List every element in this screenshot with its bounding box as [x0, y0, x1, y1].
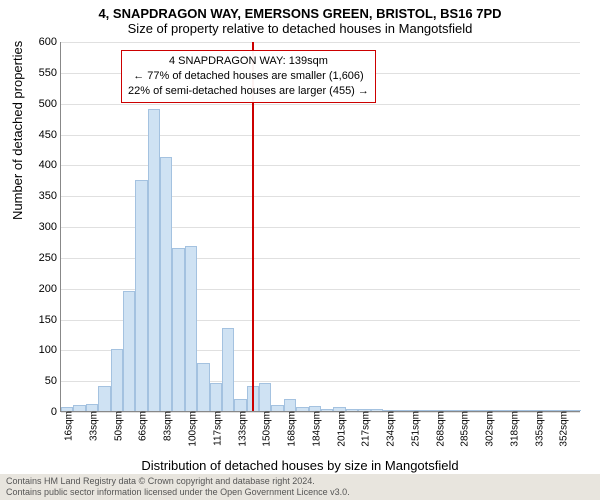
x-tick-label: 100sqm: [184, 411, 199, 447]
info-line-1: 4 SNAPDRAGON WAY: 139sqm: [128, 54, 369, 69]
histogram-bar: [86, 404, 98, 411]
x-tick-label: 83sqm: [159, 411, 174, 441]
histogram-chart: 05010015020025030035040045050055060016sq…: [60, 42, 580, 412]
histogram-bar: [185, 246, 197, 411]
info-line-3: 22% of semi-detached houses are larger (…: [128, 84, 369, 99]
histogram-bar: [284, 399, 296, 411]
x-tick-label: 66sqm: [134, 411, 149, 441]
x-tick-label: 217sqm: [357, 411, 372, 447]
histogram-bar: [210, 383, 222, 411]
chart-title-sub: Size of property relative to detached ho…: [0, 21, 600, 40]
x-tick-label: 16sqm: [60, 411, 75, 441]
y-tick-label: 400: [29, 159, 61, 171]
x-tick-label: 318sqm: [505, 411, 520, 447]
grid-line: [61, 135, 580, 136]
footer-line-2: Contains public sector information licen…: [6, 487, 594, 498]
x-tick-label: 133sqm: [233, 411, 248, 447]
x-tick-label: 168sqm: [283, 411, 298, 447]
y-axis-label: Number of detached properties: [10, 41, 25, 220]
marker-info-box: 4 SNAPDRAGON WAY: 139sqm ← 77% of detach…: [121, 50, 376, 103]
info-line-2: ← 77% of detached houses are smaller (1,…: [128, 69, 369, 84]
x-tick-label: 234sqm: [382, 411, 397, 447]
x-tick-label: 285sqm: [456, 411, 471, 447]
y-tick-label: 600: [29, 36, 61, 48]
x-tick-label: 150sqm: [258, 411, 273, 447]
histogram-bar: [197, 363, 209, 411]
x-tick-label: 50sqm: [109, 411, 124, 441]
x-tick-label: 184sqm: [307, 411, 322, 447]
grid-line: [61, 165, 580, 166]
y-tick-label: 0: [29, 406, 61, 418]
x-tick-label: 268sqm: [431, 411, 446, 447]
y-tick-label: 150: [29, 314, 61, 326]
histogram-bar: [259, 383, 271, 411]
y-tick-label: 350: [29, 190, 61, 202]
grid-line: [61, 104, 580, 105]
chart-title-main: 4, SNAPDRAGON WAY, EMERSONS GREEN, BRIST…: [0, 0, 600, 21]
x-tick-label: 33sqm: [84, 411, 99, 441]
histogram-bar: [172, 248, 184, 411]
y-tick-label: 300: [29, 221, 61, 233]
footer-attribution: Contains HM Land Registry data © Crown c…: [0, 474, 600, 500]
y-tick-label: 100: [29, 344, 61, 356]
y-tick-label: 450: [29, 129, 61, 141]
x-tick-label: 352sqm: [555, 411, 570, 447]
x-tick-label: 251sqm: [406, 411, 421, 447]
y-tick-label: 550: [29, 67, 61, 79]
histogram-bar: [222, 328, 234, 411]
histogram-bar: [135, 180, 147, 411]
x-axis-label: Distribution of detached houses by size …: [0, 458, 600, 473]
x-tick-label: 201sqm: [332, 411, 347, 447]
y-tick-label: 250: [29, 252, 61, 264]
histogram-bar: [111, 349, 123, 411]
y-tick-label: 50: [29, 375, 61, 387]
histogram-bar: [123, 291, 135, 411]
x-tick-label: 117sqm: [208, 411, 223, 446]
histogram-bar: [569, 410, 581, 411]
y-tick-label: 500: [29, 98, 61, 110]
x-tick-label: 335sqm: [530, 411, 545, 447]
histogram-bar: [234, 399, 246, 411]
histogram-bar: [160, 157, 172, 411]
histogram-bar: [148, 109, 160, 411]
y-tick-label: 200: [29, 283, 61, 295]
grid-line: [61, 42, 580, 43]
x-tick-label: 302sqm: [481, 411, 496, 447]
footer-line-1: Contains HM Land Registry data © Crown c…: [6, 476, 594, 487]
histogram-bar: [98, 386, 110, 411]
